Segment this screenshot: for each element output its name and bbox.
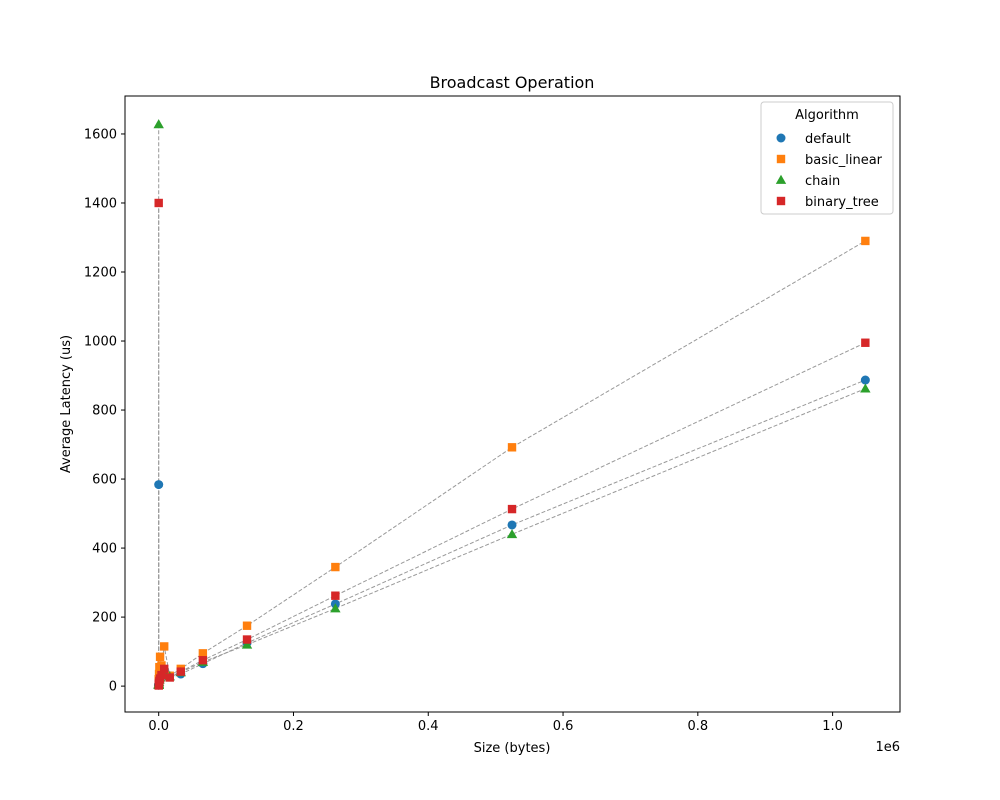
data-point-default [507, 520, 517, 530]
y-tick-label: 0 [109, 680, 117, 695]
y-axis-label: Average Latency (us) [59, 335, 74, 473]
y-tick-label: 400 [92, 542, 117, 557]
data-point-basic_linear [160, 642, 169, 651]
data-point-binary_tree [157, 670, 166, 680]
x-tick-label: 0.8 [687, 719, 708, 734]
y-tick-label: 600 [92, 473, 117, 488]
x-axis-label: Size (bytes) [474, 741, 551, 756]
legend-label-default: default [805, 132, 851, 147]
data-point-binary_tree [861, 338, 870, 347]
data-point-basic_linear [155, 652, 165, 661]
data-point-chain [241, 639, 253, 649]
legend-box [760, 101, 894, 215]
x-offset-label: 1e6 [875, 740, 900, 755]
chart-title: Broadcast Operation [430, 73, 595, 92]
y-tick-label: 1600 [84, 127, 117, 142]
x-tick-label: 0.4 [418, 719, 439, 734]
data-point-binary_tree [198, 656, 208, 665]
y-tick-label: 1400 [84, 196, 117, 211]
data-point-binary_tree [242, 635, 252, 644]
data-point-default [860, 375, 870, 385]
legend-label-binary_tree: binary_tree [805, 195, 879, 210]
legend-marker-basic_linear [776, 154, 786, 164]
data-point-chain [153, 119, 164, 129]
plot-frame [124, 95, 901, 713]
data-point-binary_tree [331, 591, 340, 600]
legend-marker-default [776, 133, 786, 143]
legend-marker-chain [775, 174, 787, 184]
data-point-basic_linear [242, 621, 252, 630]
x-tick-label: 0.6 [553, 719, 574, 734]
legend-label-basic_linear: basic_linear [805, 153, 883, 168]
y-tick-label: 800 [92, 404, 117, 419]
data-point-chain [860, 383, 871, 393]
data-point-binary_tree [507, 504, 517, 514]
y-tick-label: 1000 [84, 335, 117, 350]
legend-title: Algorithm [795, 108, 859, 123]
x-tick-label: 0.2 [283, 719, 304, 734]
data-point-chain [506, 529, 518, 539]
data-point-basic_linear [507, 443, 517, 452]
data-point-binary_tree [160, 664, 169, 674]
data-point-binary_tree [154, 198, 163, 208]
data-point-basic_linear [331, 562, 340, 572]
y-tick-label: 1200 [84, 266, 117, 281]
data-point-binary_tree [176, 667, 185, 676]
data-point-default [154, 480, 164, 490]
data-point-basic_linear [198, 649, 208, 658]
x-tick-label: 0.0 [148, 719, 169, 734]
y-tick-label: 200 [92, 611, 117, 626]
axes: 0.0 0.2 0.4 0.6 0.8 1.0 0 200 400 600 800 1000 1200 1… [84, 95, 901, 734]
legend-label-chain: chain [805, 174, 840, 189]
data-markers [153, 119, 871, 690]
data-point-basic_linear [861, 236, 870, 246]
data-point-chain [330, 603, 341, 613]
legend-marker-binary_tree [776, 196, 786, 206]
data-point-binary_tree [165, 673, 174, 682]
x-tick-label: 1.0 [822, 719, 843, 734]
